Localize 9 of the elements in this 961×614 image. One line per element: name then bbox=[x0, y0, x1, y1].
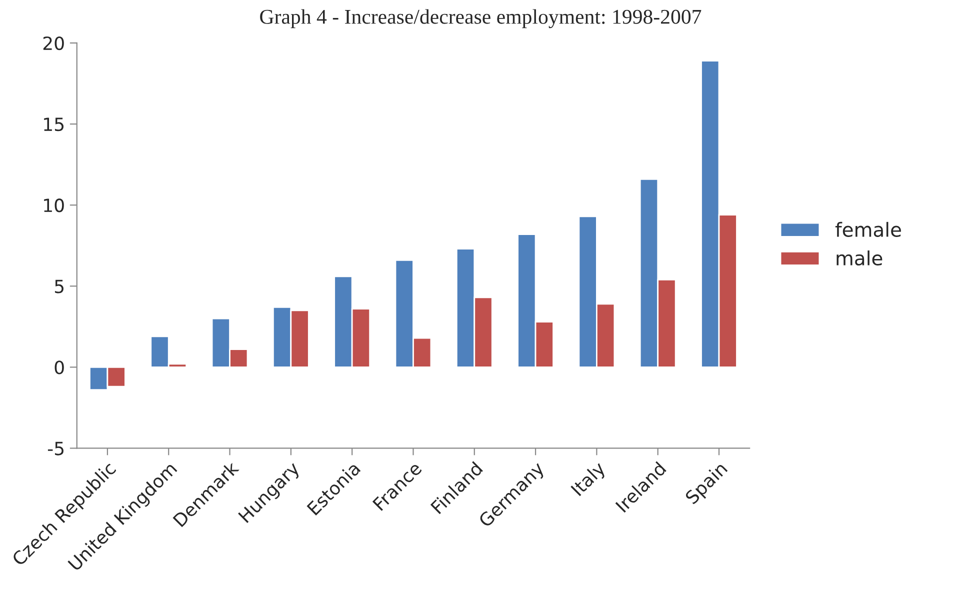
y-tick-label: 5 bbox=[54, 280, 64, 294]
y-tick-label: 0 bbox=[54, 360, 64, 374]
chart-title: Graph 4 - Increase/decrease employment: 1998-2007 bbox=[260, 9, 702, 28]
legend-label: female bbox=[835, 222, 901, 237]
legend-label: male bbox=[836, 250, 882, 266]
y-tick-label: 10 bbox=[44, 198, 64, 212]
y-tick-label: 15 bbox=[44, 118, 64, 132]
y-tick-label: 20 bbox=[43, 36, 64, 50]
y-tick-label: -5 bbox=[48, 442, 64, 456]
